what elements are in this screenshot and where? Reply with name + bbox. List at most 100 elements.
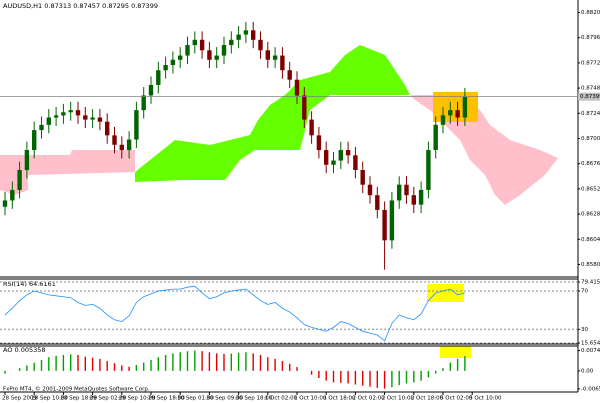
ao-bar bbox=[194, 350, 196, 371]
rsi-title: RSI(14) 64.6161 bbox=[3, 280, 56, 288]
candle-body bbox=[455, 110, 460, 118]
candle-body bbox=[404, 184, 409, 196]
candle-body bbox=[39, 124, 44, 131]
cloud-bull bbox=[135, 45, 410, 182]
ao-bar bbox=[318, 370, 320, 378]
ao-bar bbox=[289, 363, 291, 371]
y-tick-label: 30 bbox=[581, 327, 588, 333]
ao-bar bbox=[62, 355, 65, 371]
cloud-bear bbox=[0, 150, 135, 195]
y-tick-label: -0.00658 bbox=[581, 386, 600, 392]
candle-body bbox=[105, 121, 110, 136]
ao-bar bbox=[186, 351, 189, 371]
ao-bar bbox=[347, 370, 349, 384]
chart-title: AUDUSD,H1 0.87313 0.87457 0.87295 0.8739… bbox=[3, 2, 158, 10]
x-tick-label: 28 Sep 2009 bbox=[2, 396, 37, 402]
y-tick-label: 0.00 bbox=[581, 368, 594, 374]
ao-bar bbox=[230, 353, 232, 371]
candle-body bbox=[83, 115, 88, 120]
ao-bar bbox=[332, 370, 335, 383]
ao-bar bbox=[172, 353, 174, 371]
y-tick-label: 79.4156 bbox=[581, 280, 600, 286]
candle-body bbox=[243, 30, 249, 35]
ao-bar bbox=[398, 370, 400, 386]
ao-bar bbox=[442, 368, 444, 371]
ao-bar bbox=[274, 358, 276, 371]
x-tick-label: 2 Oct 18:00 bbox=[411, 396, 444, 402]
x-tick-label: 29 Sep 18:00 bbox=[148, 396, 185, 402]
candle-body bbox=[382, 209, 387, 241]
candle-body bbox=[397, 184, 402, 201]
candle-body bbox=[134, 110, 139, 140]
ao-bar bbox=[128, 366, 130, 371]
candle-body bbox=[294, 79, 300, 96]
ao-bar bbox=[435, 370, 437, 374]
candle-body bbox=[448, 110, 453, 116]
candle-body bbox=[141, 95, 146, 111]
ao-bar bbox=[18, 368, 21, 371]
candle-body bbox=[112, 135, 117, 145]
candle-body bbox=[265, 50, 270, 60]
ao-bar bbox=[216, 353, 218, 371]
ao-bar bbox=[223, 353, 225, 371]
ao-bar bbox=[208, 352, 211, 371]
ao-bar bbox=[362, 370, 364, 386]
ao-bar bbox=[26, 365, 28, 371]
candle-body bbox=[338, 150, 343, 161]
candle-body bbox=[214, 55, 219, 60]
candle-body bbox=[192, 39, 197, 46]
ao-bar bbox=[179, 352, 181, 371]
ao-bar bbox=[310, 370, 313, 375]
y-tick-label: 70 bbox=[581, 289, 588, 295]
ao-title: AO 0.005358 bbox=[3, 346, 46, 354]
ao-bar bbox=[143, 362, 145, 371]
candle-body bbox=[345, 150, 351, 156]
highlight-box bbox=[427, 284, 464, 302]
candle-body bbox=[462, 96, 468, 118]
ao-bar bbox=[106, 361, 108, 371]
x-tick-label: 2 Oct 02:00 bbox=[352, 396, 385, 402]
last-price-label: 0.87399 bbox=[580, 94, 600, 100]
candle-body bbox=[287, 70, 292, 80]
ao-bar bbox=[281, 361, 284, 371]
ao-bar bbox=[135, 364, 138, 371]
candle-body bbox=[433, 124, 438, 151]
candle-body bbox=[156, 70, 161, 85]
candle-body bbox=[331, 160, 336, 165]
ao-bar bbox=[376, 370, 378, 388]
ao-bar bbox=[91, 357, 94, 371]
candle-body bbox=[185, 45, 190, 56]
candle-body bbox=[302, 95, 307, 120]
last-price-box bbox=[578, 92, 600, 101]
candle-body bbox=[32, 130, 37, 151]
candle-body bbox=[251, 30, 256, 40]
candle-body bbox=[229, 39, 234, 46]
ao-bar bbox=[201, 351, 203, 371]
ao-bar bbox=[40, 359, 43, 371]
y-tick-label: 15.6544 bbox=[581, 341, 600, 347]
ao-bar bbox=[383, 370, 386, 389]
candle-body bbox=[163, 65, 168, 71]
ao-bar bbox=[157, 357, 159, 371]
x-tick-label: 1 Oct 18:00 bbox=[323, 396, 356, 402]
ao-bar bbox=[413, 370, 415, 383]
candle-body bbox=[68, 110, 73, 113]
ao-bar bbox=[164, 355, 167, 371]
x-tick-label: 1 Oct 10:00 bbox=[294, 396, 327, 402]
x-tick-label: 28 Sep 18:00 bbox=[60, 396, 97, 402]
ao-bar bbox=[99, 358, 101, 371]
candle-body bbox=[2, 200, 8, 207]
ao-bar bbox=[296, 367, 298, 371]
ao-bar bbox=[84, 356, 86, 371]
candle-body bbox=[199, 39, 205, 51]
candle-body bbox=[280, 55, 285, 71]
candle-body bbox=[53, 115, 59, 118]
candle-body bbox=[10, 189, 15, 201]
candle-body bbox=[207, 50, 212, 60]
